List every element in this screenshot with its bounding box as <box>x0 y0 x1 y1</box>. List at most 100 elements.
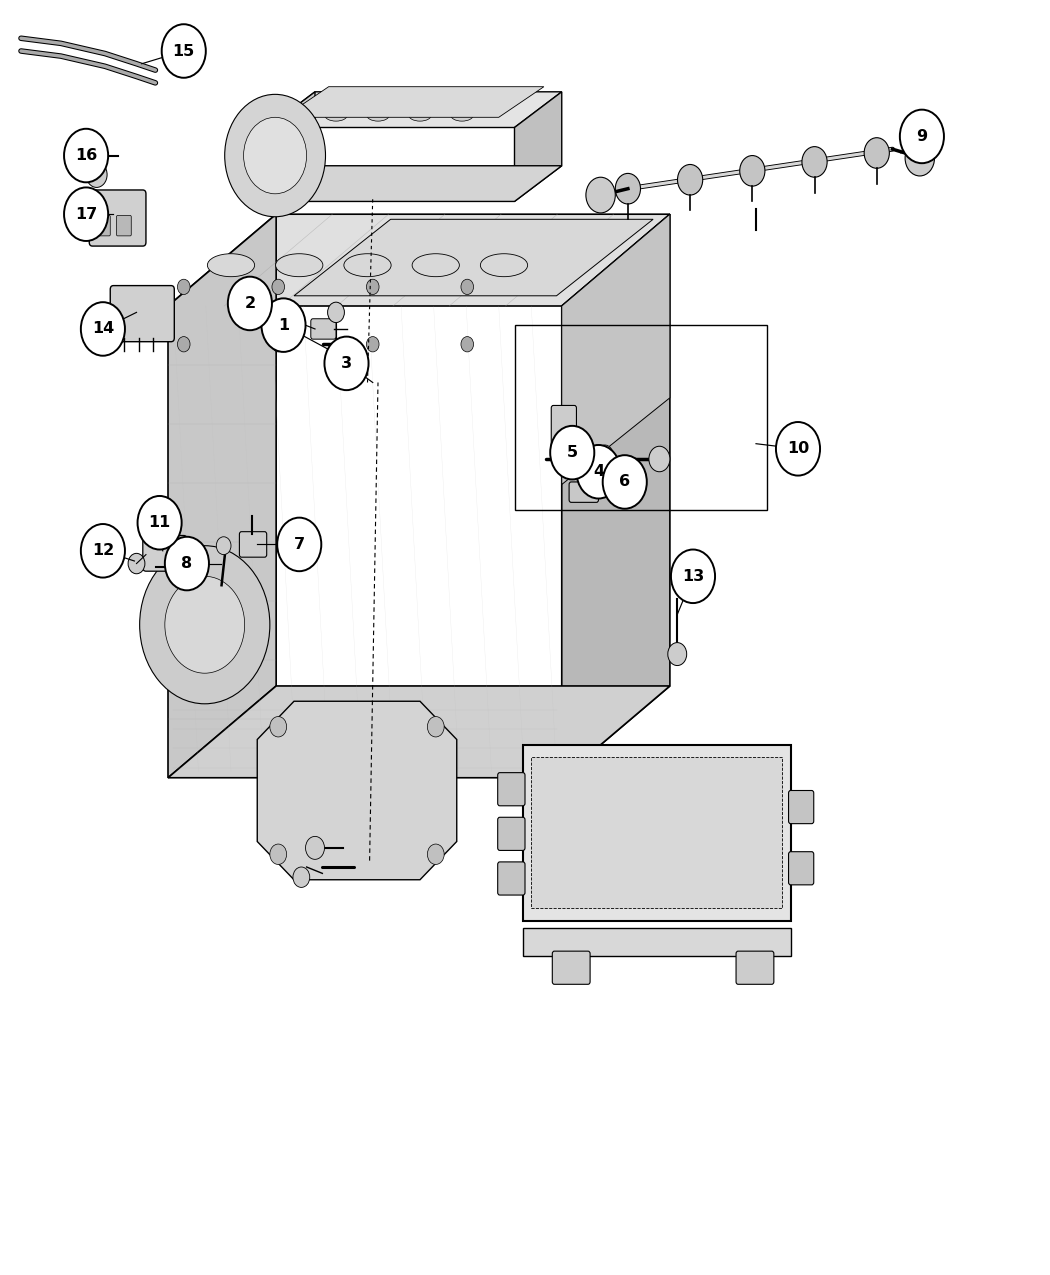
Polygon shape <box>168 686 670 778</box>
FancyBboxPatch shape <box>523 928 791 956</box>
Ellipse shape <box>208 254 254 277</box>
Text: 13: 13 <box>681 569 705 584</box>
Circle shape <box>586 177 615 213</box>
Circle shape <box>128 553 145 574</box>
Circle shape <box>177 279 190 295</box>
FancyBboxPatch shape <box>89 190 146 246</box>
FancyBboxPatch shape <box>789 852 814 885</box>
Circle shape <box>576 445 621 499</box>
Circle shape <box>165 537 209 590</box>
Circle shape <box>81 524 125 578</box>
FancyBboxPatch shape <box>531 757 782 908</box>
FancyBboxPatch shape <box>523 745 791 921</box>
Circle shape <box>162 24 206 78</box>
Polygon shape <box>168 214 670 306</box>
Polygon shape <box>514 92 562 201</box>
Circle shape <box>550 426 594 479</box>
Polygon shape <box>268 92 562 128</box>
Circle shape <box>244 117 307 194</box>
Circle shape <box>677 164 702 195</box>
Text: 6: 6 <box>620 474 630 490</box>
Polygon shape <box>284 87 544 117</box>
Circle shape <box>270 844 287 864</box>
Circle shape <box>228 277 272 330</box>
Circle shape <box>306 836 324 859</box>
Text: 16: 16 <box>75 148 98 163</box>
Circle shape <box>427 844 444 864</box>
Circle shape <box>864 138 889 168</box>
FancyBboxPatch shape <box>569 482 598 502</box>
FancyBboxPatch shape <box>498 862 525 895</box>
Ellipse shape <box>408 108 432 121</box>
Text: 7: 7 <box>294 537 304 552</box>
FancyBboxPatch shape <box>736 951 774 984</box>
FancyBboxPatch shape <box>239 532 267 557</box>
Polygon shape <box>294 219 653 296</box>
Circle shape <box>366 279 379 295</box>
Circle shape <box>461 337 474 352</box>
Circle shape <box>578 460 590 476</box>
Text: 3: 3 <box>341 356 352 371</box>
Ellipse shape <box>324 108 348 121</box>
Circle shape <box>270 717 287 737</box>
FancyBboxPatch shape <box>498 773 525 806</box>
FancyBboxPatch shape <box>96 215 110 236</box>
Polygon shape <box>268 92 315 201</box>
Text: 10: 10 <box>786 441 810 456</box>
Circle shape <box>225 94 326 217</box>
Circle shape <box>776 422 820 476</box>
Polygon shape <box>268 166 562 201</box>
Ellipse shape <box>450 108 474 121</box>
Circle shape <box>140 546 270 704</box>
Circle shape <box>272 279 285 295</box>
Text: 11: 11 <box>148 515 171 530</box>
Circle shape <box>64 187 108 241</box>
Polygon shape <box>562 214 670 778</box>
Text: 1: 1 <box>278 317 289 333</box>
Ellipse shape <box>344 254 391 277</box>
Polygon shape <box>257 701 457 880</box>
Circle shape <box>86 162 107 187</box>
FancyBboxPatch shape <box>552 951 590 984</box>
Circle shape <box>64 129 108 182</box>
Text: 17: 17 <box>75 207 98 222</box>
FancyBboxPatch shape <box>311 319 336 339</box>
Polygon shape <box>562 214 670 484</box>
Circle shape <box>216 537 231 555</box>
Circle shape <box>427 717 444 737</box>
Circle shape <box>277 518 321 571</box>
Text: 9: 9 <box>917 129 927 144</box>
Ellipse shape <box>366 108 390 121</box>
FancyBboxPatch shape <box>551 405 576 449</box>
Circle shape <box>671 550 715 603</box>
Ellipse shape <box>276 254 323 277</box>
Circle shape <box>261 298 306 352</box>
Ellipse shape <box>481 254 527 277</box>
Text: 2: 2 <box>245 296 255 311</box>
FancyBboxPatch shape <box>789 790 814 824</box>
Text: 5: 5 <box>567 445 578 460</box>
Polygon shape <box>168 214 276 778</box>
Text: 14: 14 <box>91 321 114 337</box>
Circle shape <box>668 643 687 666</box>
Circle shape <box>366 337 379 352</box>
Text: 4: 4 <box>593 464 604 479</box>
Circle shape <box>461 279 474 295</box>
Circle shape <box>81 302 125 356</box>
Circle shape <box>328 302 344 323</box>
Text: 12: 12 <box>91 543 114 558</box>
Circle shape <box>596 445 613 465</box>
Circle shape <box>324 337 369 390</box>
Circle shape <box>739 156 764 186</box>
Circle shape <box>900 110 944 163</box>
FancyBboxPatch shape <box>110 286 174 342</box>
Circle shape <box>138 496 182 550</box>
Circle shape <box>649 446 670 472</box>
Circle shape <box>615 173 640 204</box>
FancyBboxPatch shape <box>498 817 525 850</box>
Circle shape <box>165 576 245 673</box>
Text: 8: 8 <box>182 556 192 571</box>
Ellipse shape <box>413 254 460 277</box>
Text: 15: 15 <box>172 43 195 59</box>
Circle shape <box>802 147 827 177</box>
